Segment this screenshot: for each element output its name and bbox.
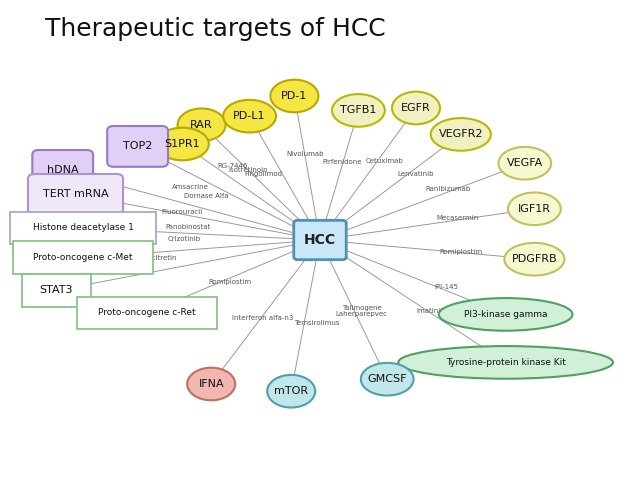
Text: Proto-oncogene c-Met: Proto-oncogene c-Met	[33, 253, 133, 262]
Text: TGFB1: TGFB1	[340, 106, 376, 115]
Text: IFNA: IFNA	[198, 379, 224, 389]
FancyBboxPatch shape	[22, 274, 91, 307]
Text: Dornase Alfa: Dornase Alfa	[184, 193, 228, 199]
FancyBboxPatch shape	[10, 212, 156, 244]
Text: Nivolumab: Nivolumab	[286, 151, 323, 156]
Text: EGFR: EGFR	[401, 103, 431, 113]
Ellipse shape	[156, 128, 209, 160]
Text: Fingolimod: Fingolimod	[244, 171, 283, 177]
Text: IPI-145: IPI-145	[435, 284, 459, 289]
Text: PI3-kinase gamma: PI3-kinase gamma	[464, 310, 547, 319]
Ellipse shape	[392, 92, 440, 124]
Text: mTOR: mTOR	[274, 386, 308, 396]
Text: IGF1R: IGF1R	[518, 204, 551, 214]
Text: Interferon alfa-n3: Interferon alfa-n3	[232, 315, 293, 321]
Ellipse shape	[439, 298, 573, 331]
Ellipse shape	[332, 94, 385, 127]
Text: Acitretin: Acitretin	[148, 255, 177, 261]
Text: Therapeutic targets of HCC: Therapeutic targets of HCC	[45, 17, 385, 41]
FancyBboxPatch shape	[294, 220, 346, 260]
Ellipse shape	[271, 80, 319, 112]
Text: Fluorouracil: Fluorouracil	[162, 209, 203, 215]
Text: Mecasermin: Mecasermin	[436, 216, 479, 221]
Text: Lenvatinib: Lenvatinib	[397, 171, 435, 177]
Text: Temsirolimus: Temsirolimus	[294, 320, 340, 326]
Text: Tyrosine-protein kinase Kit: Tyrosine-protein kinase Kit	[445, 358, 566, 367]
Ellipse shape	[268, 375, 315, 408]
Ellipse shape	[178, 108, 226, 141]
Text: RAR: RAR	[190, 120, 213, 130]
Text: TOP2: TOP2	[123, 142, 152, 151]
Text: hDNA: hDNA	[47, 166, 79, 175]
Text: Talimogene
Laherparepvec: Talimogene Laherparepvec	[335, 305, 388, 317]
Text: Ranibizumab: Ranibizumab	[426, 186, 470, 192]
Text: GMCSF: GMCSF	[367, 374, 407, 384]
Text: Romiplostim: Romiplostim	[439, 250, 483, 255]
FancyBboxPatch shape	[28, 174, 123, 215]
Ellipse shape	[431, 118, 491, 151]
Text: Imatinib: Imatinib	[417, 308, 445, 314]
Text: PDGFRB: PDGFRB	[511, 254, 557, 264]
Text: S1PR1: S1PR1	[164, 139, 200, 149]
Text: Proto-oncogene c-Ret: Proto-oncogene c-Ret	[99, 309, 196, 317]
Ellipse shape	[398, 346, 613, 379]
Text: Cetuximab: Cetuximab	[365, 158, 403, 164]
Ellipse shape	[508, 192, 561, 225]
Text: Romiplostim: Romiplostim	[209, 279, 252, 285]
Text: TERT mRNA: TERT mRNA	[43, 190, 108, 199]
FancyBboxPatch shape	[13, 241, 153, 274]
Ellipse shape	[223, 100, 276, 132]
Text: Amsacrine: Amsacrine	[172, 184, 209, 190]
FancyBboxPatch shape	[107, 126, 168, 167]
Ellipse shape	[504, 243, 564, 276]
Text: PD-1: PD-1	[281, 91, 308, 101]
Text: HCC: HCC	[304, 233, 336, 247]
Ellipse shape	[188, 368, 236, 400]
FancyBboxPatch shape	[77, 297, 217, 329]
Text: PD-L1: PD-L1	[234, 111, 266, 121]
Text: Histone deacetylase 1: Histone deacetylase 1	[33, 224, 134, 232]
Text: Isotretinoin: Isotretinoin	[228, 168, 268, 173]
Text: Crizotinib: Crizotinib	[168, 236, 201, 241]
Text: Pirfenidone: Pirfenidone	[322, 159, 362, 165]
Text: VEGFA: VEGFA	[507, 158, 543, 168]
Text: Panobinostat: Panobinostat	[165, 224, 210, 229]
Text: RG-7446: RG-7446	[217, 163, 248, 168]
Ellipse shape	[499, 147, 551, 180]
Text: STAT3: STAT3	[40, 286, 73, 295]
Ellipse shape	[361, 363, 413, 396]
Text: VEGFR2: VEGFR2	[438, 130, 483, 139]
FancyBboxPatch shape	[32, 150, 93, 191]
